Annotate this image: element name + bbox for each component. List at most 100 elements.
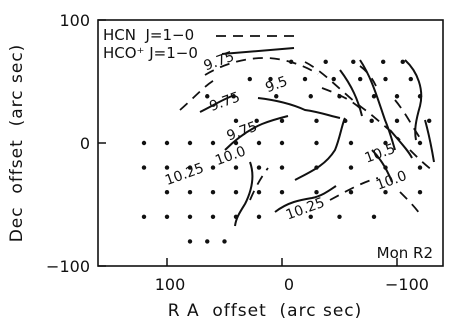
sample-point bbox=[210, 214, 216, 219]
hcn-contour-1 bbox=[204, 57, 319, 76]
sample-point bbox=[233, 165, 239, 170]
sample-point bbox=[164, 190, 170, 195]
sample-points bbox=[141, 59, 432, 244]
sample-point bbox=[268, 76, 273, 82]
sample-point bbox=[210, 190, 216, 195]
sample-point bbox=[210, 140, 216, 146]
sample-point bbox=[279, 165, 285, 170]
contour-label: 9.5 bbox=[263, 74, 289, 97]
sample-point bbox=[314, 140, 319, 146]
hco-contour-4 bbox=[234, 161, 254, 227]
sample-point bbox=[233, 214, 239, 219]
hco-contour-5 bbox=[294, 117, 346, 181]
sample-point bbox=[417, 94, 423, 99]
hcn-contour-9 bbox=[399, 191, 421, 215]
sample-point bbox=[314, 118, 319, 124]
sample-point bbox=[348, 140, 354, 146]
hco-contour-3 bbox=[257, 97, 341, 119]
hcn-contour-7 bbox=[249, 167, 269, 201]
legend-line-hco bbox=[221, 47, 295, 55]
hco-contour-2 bbox=[224, 115, 289, 151]
hcn-contour-6 bbox=[394, 99, 421, 139]
sample-point bbox=[331, 76, 336, 82]
sample-point bbox=[164, 214, 170, 219]
sample-point bbox=[254, 118, 259, 124]
sample-point bbox=[205, 239, 210, 244]
sample-point bbox=[256, 214, 262, 219]
hco-contour-8 bbox=[404, 59, 423, 141]
sample-point bbox=[279, 140, 285, 146]
sample-point bbox=[233, 190, 239, 195]
contour-label: 9.75 bbox=[225, 119, 260, 145]
contour-label: 10.0 bbox=[374, 168, 409, 194]
hcn-contour-10 bbox=[409, 149, 433, 171]
hco-contour-6 bbox=[359, 59, 396, 151]
sample-point bbox=[141, 165, 147, 170]
sample-point bbox=[381, 59, 386, 65]
legend: HCN J=1−0 HCO⁺ J=1−0 bbox=[103, 26, 296, 62]
x-tick-0: 0 bbox=[284, 275, 294, 294]
sample-point bbox=[279, 190, 285, 195]
sample-point bbox=[371, 214, 377, 219]
sample-point bbox=[187, 214, 193, 219]
sample-point bbox=[417, 140, 423, 146]
sample-point bbox=[279, 118, 285, 124]
sample-point bbox=[394, 118, 400, 124]
y-tick-minus-100: −100 bbox=[46, 257, 90, 276]
y-tick-0: 0 bbox=[80, 134, 90, 153]
sample-point bbox=[210, 165, 216, 170]
sample-point bbox=[394, 94, 400, 99]
legend-label-hcn: HCN J=1−0 bbox=[103, 26, 194, 44]
contour-label: 9.75 bbox=[207, 89, 242, 115]
sample-point bbox=[233, 118, 239, 124]
sample-point bbox=[256, 190, 262, 195]
sample-point bbox=[427, 118, 432, 124]
sample-point bbox=[233, 140, 239, 146]
sample-point bbox=[369, 118, 374, 124]
axis-ticks bbox=[98, 19, 398, 267]
hco-contours bbox=[199, 59, 435, 227]
sample-point bbox=[383, 140, 388, 146]
sample-point bbox=[371, 94, 377, 99]
sample-point bbox=[247, 76, 252, 82]
sample-point bbox=[343, 118, 348, 124]
sample-point bbox=[383, 190, 388, 195]
hco-contour-11 bbox=[274, 185, 337, 213]
sample-point bbox=[417, 165, 423, 170]
sample-point bbox=[205, 94, 210, 99]
sample-point bbox=[417, 190, 423, 195]
sample-point bbox=[256, 140, 262, 146]
sample-point bbox=[231, 94, 236, 99]
sample-point bbox=[222, 239, 227, 244]
contour-label: 9.75 bbox=[202, 49, 237, 75]
sample-point bbox=[187, 190, 193, 195]
sample-point bbox=[308, 214, 313, 219]
hcn-contour-2 bbox=[179, 77, 219, 111]
contour-label: 10.0 bbox=[213, 143, 248, 169]
x-axis-title: R A offset (arc sec) bbox=[168, 301, 363, 321]
hcn-contour-3 bbox=[304, 61, 401, 141]
sample-point bbox=[314, 190, 319, 195]
sample-point bbox=[348, 190, 354, 195]
sample-point bbox=[400, 59, 405, 65]
sample-point bbox=[308, 94, 313, 99]
sample-point bbox=[289, 59, 294, 65]
sample-point bbox=[323, 59, 328, 65]
contour-label: 10.5 bbox=[363, 141, 398, 167]
sample-point bbox=[408, 76, 413, 82]
x-tick-minus-100: −100 bbox=[385, 275, 429, 294]
sample-point bbox=[348, 165, 354, 170]
hco-contour-9 bbox=[389, 129, 413, 159]
sample-point bbox=[141, 140, 147, 146]
legend-label-hco: HCO⁺ J=1−0 bbox=[103, 44, 198, 62]
sample-point bbox=[256, 165, 262, 170]
sample-point bbox=[337, 214, 342, 219]
hco-contour-7 bbox=[339, 69, 363, 117]
hco-contour-12 bbox=[424, 119, 435, 163]
contour-label: 10.25 bbox=[163, 160, 206, 189]
sample-point bbox=[337, 94, 342, 99]
y-axis-title: Dec offset (arc sec) bbox=[7, 44, 27, 243]
sample-point bbox=[164, 140, 170, 146]
